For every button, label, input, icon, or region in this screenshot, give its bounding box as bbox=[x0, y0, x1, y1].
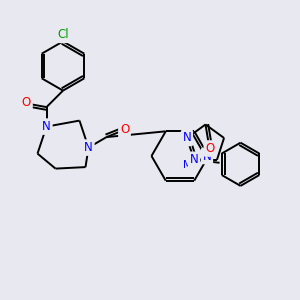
Text: N: N bbox=[183, 131, 191, 145]
Text: O: O bbox=[120, 123, 129, 136]
Text: N: N bbox=[202, 149, 211, 163]
Text: N: N bbox=[42, 120, 51, 133]
Text: O: O bbox=[206, 142, 214, 155]
Text: Me: Me bbox=[183, 160, 198, 170]
Text: N: N bbox=[84, 141, 93, 154]
Text: O: O bbox=[22, 96, 31, 109]
Text: N: N bbox=[190, 153, 198, 166]
Text: Cl: Cl bbox=[57, 28, 69, 41]
